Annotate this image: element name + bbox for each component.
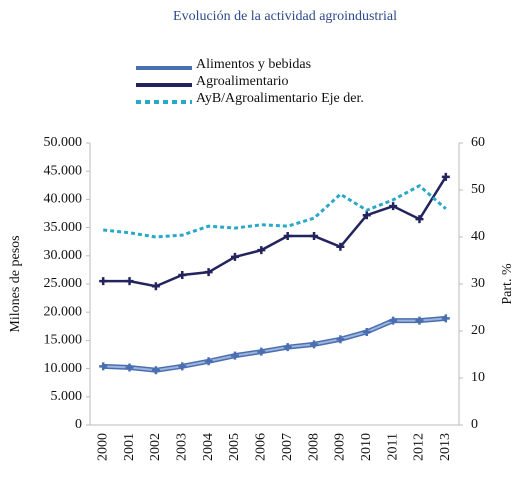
y-tick-label: 20.000 bbox=[44, 304, 83, 319]
series-line bbox=[103, 183, 447, 239]
x-tick-label: 2010 bbox=[359, 433, 374, 461]
y2-tick-label: 0 bbox=[471, 417, 478, 432]
y2-tick-label: 10 bbox=[471, 370, 485, 385]
x-tick-label: 2012 bbox=[412, 433, 427, 461]
y-tick-label: 30.000 bbox=[44, 248, 83, 263]
x-tick-label: 2005 bbox=[227, 433, 242, 461]
legend-label: Alimentos y bebidas bbox=[196, 57, 311, 72]
y-tick-label: 40.000 bbox=[44, 192, 83, 207]
point-marker bbox=[415, 215, 424, 224]
point-marker bbox=[441, 172, 450, 181]
y-tick-label: 0 bbox=[75, 417, 82, 432]
x-tick-label: 2001 bbox=[122, 433, 137, 461]
point-marker bbox=[204, 268, 213, 277]
point-marker bbox=[336, 335, 345, 344]
point-marker bbox=[178, 270, 187, 279]
x-tick-label: 2009 bbox=[333, 433, 348, 461]
point-marker bbox=[230, 252, 239, 261]
point-marker bbox=[415, 316, 424, 325]
point-marker bbox=[336, 242, 345, 251]
x-tick-label: 2008 bbox=[306, 433, 321, 461]
y-tick-label: 5.000 bbox=[51, 389, 83, 404]
series-line bbox=[103, 176, 447, 288]
y-tick-label: 45.000 bbox=[44, 163, 83, 178]
y-axis-label: Milones de pesos bbox=[8, 235, 23, 332]
point-marker bbox=[310, 340, 319, 349]
x-tick-label: 2000 bbox=[95, 433, 110, 461]
x-tick-label: 2002 bbox=[148, 433, 163, 461]
point-marker bbox=[230, 351, 239, 360]
point-marker bbox=[99, 362, 108, 371]
point-marker bbox=[389, 316, 398, 325]
y2-axis-label: Part. % bbox=[500, 263, 515, 305]
y2-tick-label: 20 bbox=[471, 323, 485, 338]
point-marker bbox=[257, 246, 266, 255]
point-marker bbox=[178, 362, 187, 371]
point-marker bbox=[125, 277, 134, 286]
point-marker bbox=[283, 343, 292, 352]
point-marker bbox=[362, 327, 371, 336]
y2-tick-label: 40 bbox=[471, 229, 485, 244]
chart-title: Evolución de la actividad agroindustrial bbox=[173, 9, 397, 24]
point-marker bbox=[151, 282, 160, 291]
y-tick-label: 15.000 bbox=[44, 333, 83, 348]
point-marker bbox=[389, 202, 398, 211]
y-tick-label: 35.000 bbox=[44, 220, 83, 235]
y2-tick-label: 30 bbox=[471, 276, 485, 291]
y-tick-label: 25.000 bbox=[44, 276, 83, 291]
legend-label: Agroalimentario bbox=[196, 74, 289, 89]
point-marker bbox=[310, 232, 319, 241]
point-marker bbox=[99, 277, 108, 286]
x-tick-label: 2003 bbox=[174, 433, 189, 461]
point-marker bbox=[125, 363, 134, 372]
x-tick-label: 2006 bbox=[254, 433, 269, 461]
point-marker bbox=[283, 232, 292, 241]
point-marker bbox=[441, 314, 450, 323]
x-tick-label: 2007 bbox=[280, 433, 295, 461]
x-tick-label: 2011 bbox=[385, 433, 400, 460]
x-tick-label: 2013 bbox=[438, 433, 453, 461]
y2-tick-label: 50 bbox=[471, 182, 485, 197]
series-line-outline bbox=[103, 315, 447, 373]
point-marker bbox=[151, 366, 160, 375]
x-tick-label: 2004 bbox=[201, 433, 216, 461]
point-marker bbox=[362, 211, 371, 220]
y2-tick-label: 60 bbox=[471, 135, 485, 150]
point-marker bbox=[257, 347, 266, 356]
y-tick-label: 50.000 bbox=[44, 135, 83, 150]
legend-label: AyB/Agroalimentario Eje der. bbox=[196, 91, 364, 106]
series-line bbox=[103, 317, 446, 372]
point-marker bbox=[204, 357, 213, 366]
y-tick-label: 10.000 bbox=[44, 361, 83, 376]
